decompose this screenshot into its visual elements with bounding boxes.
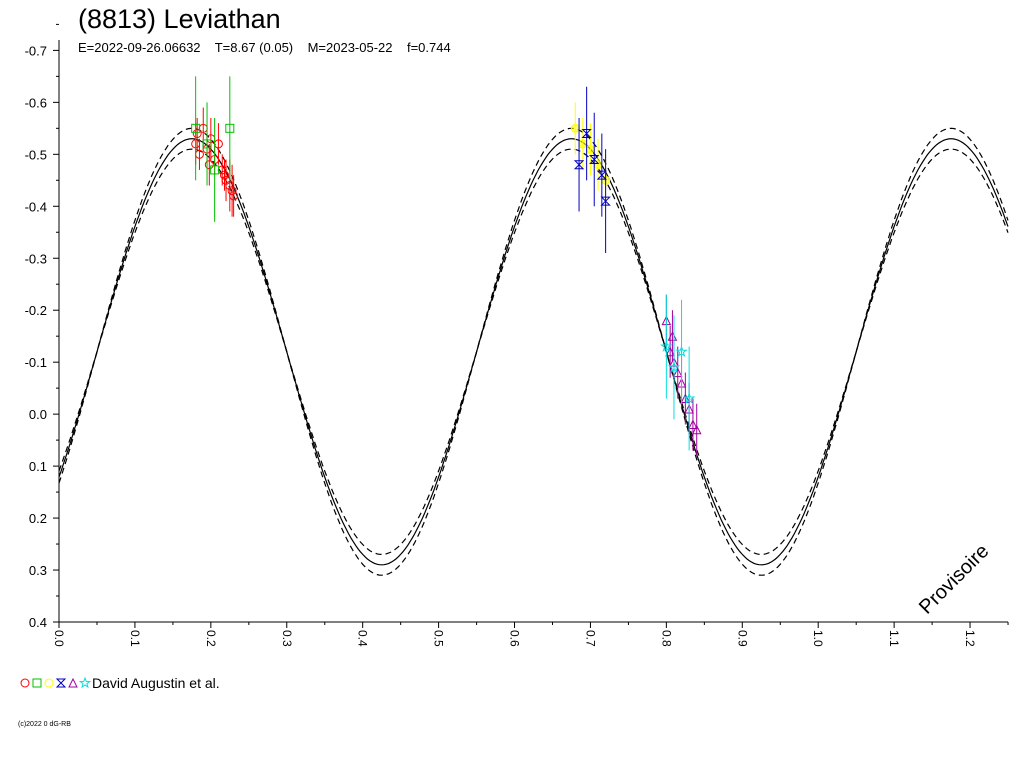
data-point <box>585 144 595 154</box>
x-tick-label: 0.9 <box>735 630 749 647</box>
y-tick-label: 0.1 <box>29 459 47 474</box>
x-tick-label: 0.3 <box>280 630 294 647</box>
legend-marker <box>32 678 42 688</box>
data-point <box>202 139 212 149</box>
data-point <box>204 160 214 170</box>
data-point <box>210 165 220 175</box>
data-point <box>229 191 239 201</box>
x-tick-label: 0.8 <box>659 630 673 647</box>
x-tick-label: 1.2 <box>963 630 977 647</box>
x-tick-label: 1.0 <box>811 630 825 647</box>
data-point <box>683 392 696 404</box>
y-tick-label: -0.6 <box>25 95 47 110</box>
data-point <box>691 424 702 435</box>
x-tick-label: 0.1 <box>128 630 142 647</box>
model-curve-lower <box>58 148 1009 556</box>
legend-marker <box>78 676 92 689</box>
legend-marker <box>44 678 54 688</box>
data-point <box>573 160 585 170</box>
x-tick-label: 1.1 <box>887 630 901 647</box>
data-point <box>589 155 600 165</box>
y-tick-label: 0.4 <box>29 615 47 630</box>
model-curve-upper <box>58 127 1009 576</box>
y-tick-label: 0.2 <box>29 511 47 526</box>
model-curve <box>58 138 1009 566</box>
data-point <box>191 123 201 133</box>
data-point <box>688 419 698 430</box>
y-tick-label: -0.5 <box>25 147 47 162</box>
data-point <box>593 160 603 170</box>
chart-title: (8813) Leviathan <box>78 4 281 34</box>
y-tick-label: -0.2 <box>25 303 47 318</box>
x-tick-label: 0.4 <box>356 630 370 647</box>
data-point <box>600 196 611 206</box>
data-points <box>191 76 702 456</box>
legend: David Augustin et al. <box>18 674 220 692</box>
data-point <box>667 360 681 373</box>
data-point <box>596 170 608 180</box>
legend-marker <box>20 678 30 688</box>
data-point <box>570 123 580 133</box>
copyright-note: (c)2022 0 dG-RB <box>18 721 71 728</box>
data-point <box>660 340 673 352</box>
y-tick-label: 0.3 <box>29 563 47 578</box>
x-axis-ticks: 0.0 0.1 0.2 0.3 0.4 0.5 0.6 0.7 0.8 0.9 1.0 1.1 1.2 <box>52 622 1009 647</box>
y-tick-label: 0.0 <box>29 407 47 422</box>
x-tick-label: 0.7 <box>583 630 597 647</box>
data-point <box>581 129 592 139</box>
legend-symbols-icon <box>20 676 92 689</box>
data-point <box>192 129 202 139</box>
y-tick-label: -0.1 <box>25 355 47 370</box>
ephemeris-line: E=2022-09-26.06632 T=8.67 (0.05) M=2023-… <box>78 40 451 55</box>
data-point <box>220 170 230 180</box>
y-tick-label: -0.4 <box>25 199 47 214</box>
data-point <box>225 123 235 133</box>
legend-marker <box>68 677 78 688</box>
x-tick-label: 0.2 <box>204 630 218 647</box>
x-tick-label: 0.6 <box>508 630 522 647</box>
data-point <box>227 186 237 196</box>
y-tick-label: -0.3 <box>25 251 47 266</box>
model-curves <box>58 127 1009 576</box>
y-tick-label: -0.7 <box>25 43 47 58</box>
data-point <box>675 345 688 358</box>
y-axis-ticks: -0.7 -0.6 -0.5 -0.4 -0.3 -0.2 -0.1 0.0 0.1 0.2 0.3… <box>25 23 59 630</box>
legend-label: David Augustin et al. <box>92 675 220 691</box>
data-point <box>672 367 683 378</box>
data-point <box>578 139 588 149</box>
x-tick-label: 0.0 <box>52 630 66 647</box>
data-point <box>680 393 691 404</box>
legend-marker <box>55 678 67 688</box>
x-tick-label: 0.5 <box>432 630 446 647</box>
